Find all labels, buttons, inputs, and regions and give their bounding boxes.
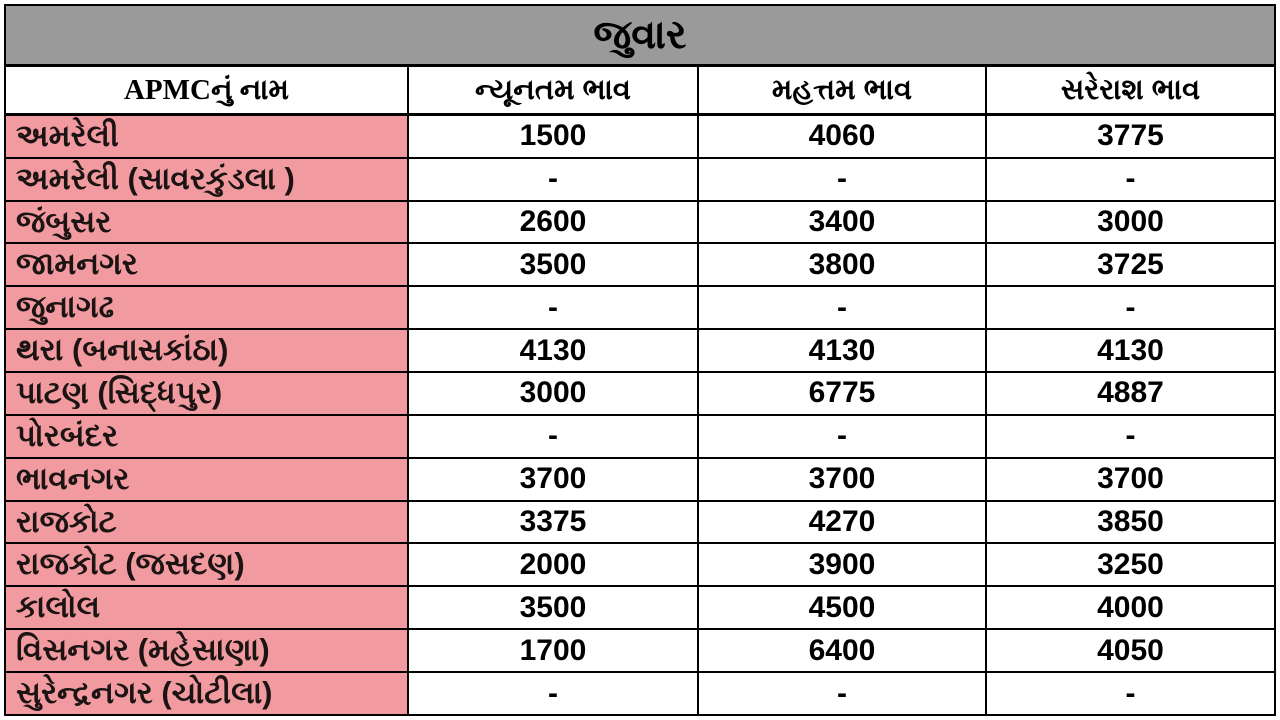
apmc-name-cell: સુરેન્દ્રનગર (ચોટીલા): [4, 671, 409, 716]
max-price-cell: 4500: [697, 585, 987, 631]
apmc-name-cell: વિસનગર (મહેસાણા): [4, 628, 409, 674]
avg-price-cell: 4130: [985, 328, 1276, 374]
min-price-cell: 3375: [407, 499, 699, 545]
min-price-cell: -: [407, 671, 699, 716]
table-row: સુરેન્દ્રનગર (ચોટીલા) - - -: [4, 671, 1276, 716]
avg-price-cell: -: [985, 285, 1276, 331]
min-price-cell: -: [407, 156, 699, 202]
avg-price-cell: 3250: [985, 542, 1276, 588]
header-apmc-name: APMCનું નામ: [4, 64, 409, 116]
table-row: વિસનગર (મહેસાણા) 1700 6400 4050: [4, 628, 1276, 674]
min-price-cell: -: [407, 413, 699, 459]
max-price-cell: 3700: [697, 456, 987, 502]
max-price-cell: 3900: [697, 542, 987, 588]
min-price-cell: 2600: [407, 199, 699, 245]
commodity-title: જુવાર: [4, 4, 1276, 68]
max-price-cell: 3400: [697, 199, 987, 245]
avg-price-cell: -: [985, 671, 1276, 716]
table-row: પાટણ (સિદ્ધપુર) 3000 6775 4887: [4, 371, 1276, 416]
table-row: અમરેલી 1500 4060 3775: [4, 113, 1276, 159]
min-price-cell: 1700: [407, 628, 699, 674]
table-row: પોરબંદર - - -: [4, 413, 1276, 459]
avg-price-cell: 4050: [985, 628, 1276, 674]
max-price-cell: -: [697, 285, 987, 331]
apmc-name-cell: જુનાગઢ: [4, 285, 409, 331]
table-row: થરા (બનાસકાંઠા) 4130 4130 4130: [4, 328, 1276, 374]
apmc-name-cell: જામનગર: [4, 242, 409, 288]
avg-price-cell: 4887: [985, 371, 1276, 416]
max-price-cell: -: [697, 671, 987, 716]
table-row: અમરેલી (સાવરકુંડલા ) - - -: [4, 156, 1276, 202]
max-price-cell: 4130: [697, 328, 987, 374]
table-row: જુનાગઢ - - -: [4, 285, 1276, 331]
apmc-name-cell: રાજકોટ (જસદણ): [4, 542, 409, 588]
avg-price-cell: -: [985, 413, 1276, 459]
apmc-name-cell: રાજકોટ: [4, 499, 409, 545]
avg-price-cell: 4000: [985, 585, 1276, 631]
min-price-cell: 2000: [407, 542, 699, 588]
avg-price-cell: 3700: [985, 456, 1276, 502]
min-price-cell: 3500: [407, 585, 699, 631]
apmc-name-cell: ભાવનગર: [4, 456, 409, 502]
apmc-name-cell: પોરબંદર: [4, 413, 409, 459]
max-price-cell: 3800: [697, 242, 987, 288]
apmc-name-cell: જંબુસર: [4, 199, 409, 245]
header-min-price: ન્યૂનતમ ભાવ: [407, 64, 699, 116]
avg-price-cell: 3775: [985, 113, 1276, 159]
table-row: કાલોલ 3500 4500 4000: [4, 585, 1276, 631]
min-price-cell: 4130: [407, 328, 699, 374]
min-price-cell: 3700: [407, 456, 699, 502]
max-price-cell: -: [697, 156, 987, 202]
table-row: જંબુસર 2600 3400 3000: [4, 199, 1276, 245]
table-row: રાજકોટ (જસદણ) 2000 3900 3250: [4, 542, 1276, 588]
apmc-name-cell: થરા (બનાસકાંઠા): [4, 328, 409, 374]
min-price-cell: 1500: [407, 113, 699, 159]
table-row: રાજકોટ 3375 4270 3850: [4, 499, 1276, 545]
avg-price-cell: 3000: [985, 199, 1276, 245]
apmc-name-cell: અમરેલી: [4, 113, 409, 159]
apmc-name-cell: અમરેલી (સાવરકુંડલા ): [4, 156, 409, 202]
price-table: જુવાર APMCનું નામ ન્યૂનતમ ભાવ મહત્તમ ભાવ…: [4, 4, 1276, 716]
max-price-cell: 4060: [697, 113, 987, 159]
min-price-cell: 3500: [407, 242, 699, 288]
max-price-cell: -: [697, 413, 987, 459]
apmc-name-cell: કાલોલ: [4, 585, 409, 631]
min-price-cell: 3000: [407, 371, 699, 416]
apmc-name-cell: પાટણ (સિદ્ધપુર): [4, 371, 409, 416]
header-avg-price: સરેરાશ ભાવ: [985, 64, 1276, 116]
header-max-price: મહત્તમ ભાવ: [697, 64, 987, 116]
avg-price-cell: 3725: [985, 242, 1276, 288]
max-price-cell: 6400: [697, 628, 987, 674]
min-price-cell: -: [407, 285, 699, 331]
max-price-cell: 6775: [697, 371, 987, 416]
table-title-row: જુવાર: [4, 4, 1276, 68]
table-body: અમરેલી 1500 4060 3775 અમરેલી (સાવરકુંડલા…: [4, 113, 1276, 716]
table-row: જામનગર 3500 3800 3725: [4, 242, 1276, 288]
avg-price-cell: -: [985, 156, 1276, 202]
max-price-cell: 4270: [697, 499, 987, 545]
avg-price-cell: 3850: [985, 499, 1276, 545]
table-header-row: APMCનું નામ ન્યૂનતમ ભાવ મહત્તમ ભાવ સરેરા…: [4, 64, 1276, 116]
table-row: ભાવનગર 3700 3700 3700: [4, 456, 1276, 502]
